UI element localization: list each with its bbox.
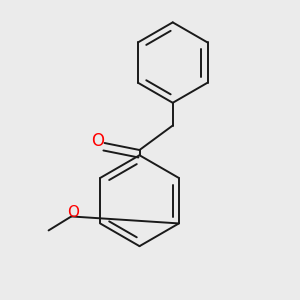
Text: O: O [67, 205, 79, 220]
Text: O: O [91, 132, 104, 150]
